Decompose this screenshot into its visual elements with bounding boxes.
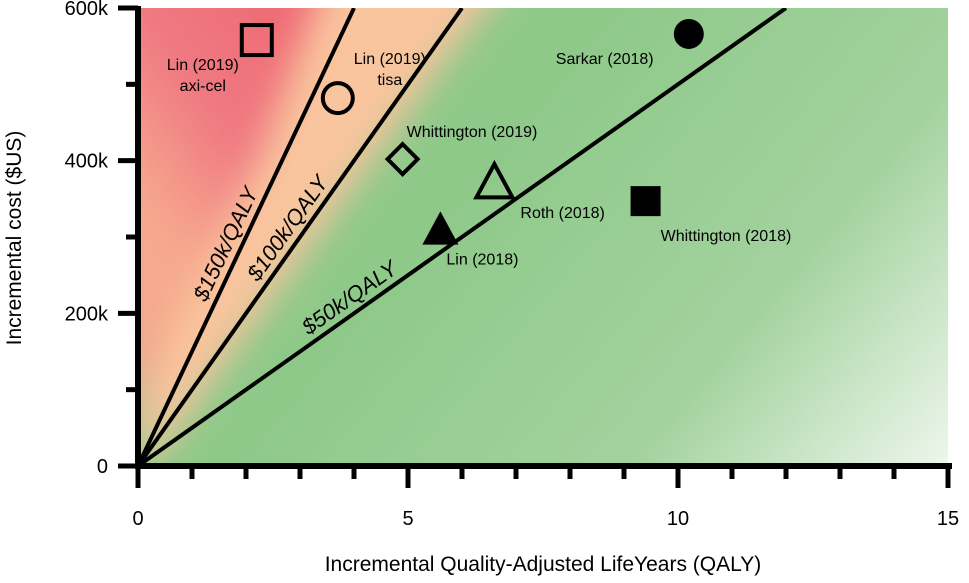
point-label: Sarkar (2018) (556, 51, 654, 68)
x-tick-label: 0 (132, 508, 143, 530)
marker-circle (320, 81, 355, 116)
y-tick-label: 400k (65, 151, 109, 173)
point-label: Roth (2018) (520, 205, 605, 222)
y-tick-label: 200k (65, 303, 109, 325)
zone-expensive (138, 8, 315, 394)
point-label-line: Lin (2018) (446, 251, 518, 268)
y-axis-title: Incremental cost ($US) (3, 131, 26, 346)
y-tick-label: 0 (97, 456, 108, 478)
axes: 0 5 10 15 0 200k 400k 600k (65, 0, 960, 530)
point-label-line: axi-cel (180, 78, 226, 95)
threshold-line (138, 8, 464, 466)
point-label: Lin (2019) axi-cel (167, 57, 239, 95)
zone-expensive-group (138, 8, 315, 394)
point-label-line: Whittington (2018) (661, 228, 792, 245)
marker-circle (673, 18, 704, 49)
x-tick-label: 10 (667, 508, 689, 530)
threshold-lines (138, 8, 788, 466)
threshold-line (138, 8, 356, 466)
point-label: Whittington (2018) (661, 228, 792, 245)
background-zones (138, 8, 948, 466)
marker-square (239, 23, 274, 58)
marker-triangle (422, 211, 459, 245)
y-tick-label: 600k (65, 0, 109, 20)
point-label-line: tisa (377, 72, 402, 89)
point-label-line: Lin (2019) (354, 51, 426, 68)
marker-diamond (384, 141, 421, 177)
point-label: Lin (2019) tisa (354, 51, 426, 89)
x-axis-title: Incremental Quality-Adjusted LifeYears (… (325, 553, 762, 576)
point-label-line: Sarkar (2018) (556, 51, 654, 68)
point-labels: Lin (2019) axi-cel Lin (2019) tisa Whittingt… (167, 51, 792, 268)
point-label: Whittington (2019) (407, 124, 538, 141)
data-points (239, 18, 704, 245)
point-label-line: Roth (2018) (520, 205, 605, 222)
x-tick-label: 5 (402, 508, 413, 530)
x-tick-label: 15 (937, 508, 959, 530)
marker-square (630, 186, 661, 217)
marker-triangle (473, 159, 516, 200)
point-label-line: Lin (2019) (167, 57, 239, 74)
point-label: Lin (2018) (446, 251, 518, 268)
point-label-line: Whittington (2019) (407, 124, 538, 141)
threshold-line (138, 8, 788, 466)
